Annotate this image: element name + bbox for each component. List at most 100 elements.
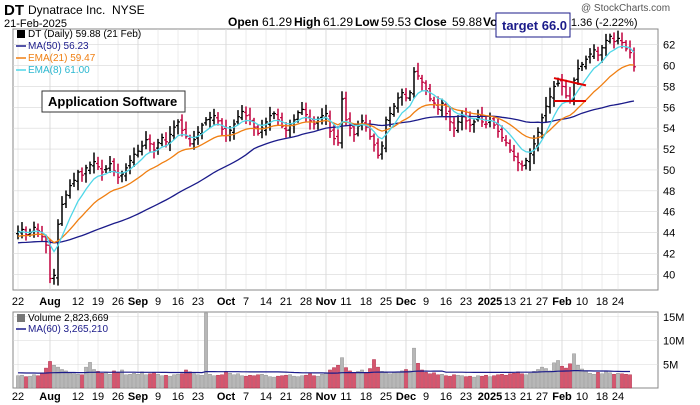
close-label: Close — [414, 15, 447, 29]
trendlines — [553, 77, 587, 103]
volume-bar — [108, 374, 112, 389]
x-tick-label: 19 — [92, 391, 104, 403]
volume-bar — [348, 370, 352, 389]
volume-bar — [536, 369, 540, 389]
stockcharts-credit: @ StockCharts.com — [581, 3, 670, 14]
volume-bar — [376, 366, 380, 389]
volume-bar — [64, 370, 68, 389]
volume-bar — [592, 374, 596, 389]
ema8-line — [17, 45, 635, 253]
volume-bar — [360, 369, 364, 389]
x-tick-label: Nov — [316, 391, 338, 403]
volume-bar — [560, 365, 564, 389]
x-tick-label: 21 — [520, 296, 532, 308]
volume-bar — [624, 374, 628, 389]
x-tick-label: 21 — [280, 296, 292, 308]
x-tick-label: 18 — [596, 391, 608, 403]
x-tick-label: 23 — [192, 296, 204, 308]
volume-bar — [568, 363, 572, 389]
volume-bar — [212, 375, 216, 389]
volume-bar — [188, 371, 192, 389]
volume-bar — [60, 369, 64, 389]
volume-bar — [296, 376, 300, 389]
volume-bar — [604, 371, 608, 389]
volume-bar — [28, 375, 32, 389]
volume-bar — [516, 371, 520, 389]
volume-bar — [140, 371, 144, 389]
x-tick-label: 23 — [460, 296, 472, 308]
volume-bar — [396, 372, 400, 389]
volume-bar — [96, 371, 100, 389]
volume-bar — [364, 372, 368, 389]
volume-bar — [20, 374, 24, 389]
x-tick-label: Dec — [396, 391, 416, 403]
x-tick-label: Sep — [128, 391, 148, 403]
volume-bars — [16, 312, 632, 389]
volume-bar — [432, 372, 436, 389]
volume-bar — [116, 372, 120, 389]
volume-bar — [328, 369, 332, 389]
price-tick-label: 44 — [663, 228, 675, 240]
legend-ema21: EMA(21) 59.47 — [28, 53, 96, 64]
volume-bar — [144, 374, 148, 389]
volume-bar — [224, 371, 228, 389]
volume-bar — [508, 373, 512, 389]
price-tick-label: 60 — [663, 61, 675, 73]
x-tick-label: 18 — [596, 296, 608, 308]
volume-bar — [120, 369, 124, 389]
x-tick-label: Sep — [128, 296, 148, 308]
volume-bar — [484, 374, 488, 389]
volume-bar — [532, 371, 536, 389]
x-tick-label: 16 — [440, 391, 452, 403]
volume-bar — [48, 361, 52, 389]
volume-ma60-line — [17, 370, 630, 374]
x-tick-label: 12 — [72, 391, 84, 403]
volume-bar — [136, 374, 140, 389]
volume-bar — [40, 373, 44, 389]
volume-bar — [372, 359, 376, 389]
volume-bar — [148, 373, 152, 389]
price-tick-label: 40 — [663, 269, 675, 281]
x-tick-label: 12 — [72, 296, 84, 308]
x-tick-label: Aug — [39, 391, 60, 403]
volume-label: Vo — [483, 15, 497, 29]
volume-bar — [292, 375, 296, 389]
volume-bar — [208, 374, 212, 389]
legend-swatch-price — [17, 30, 25, 38]
volume-bar — [204, 312, 208, 389]
open-label: Open — [228, 15, 259, 29]
price-tick-label: 46 — [663, 207, 675, 219]
x-tick-label: 14 — [260, 296, 272, 308]
volume-bar — [408, 370, 412, 389]
x-tick-label: 16 — [172, 296, 184, 308]
volume-bar — [176, 374, 180, 389]
x-tick-label: Feb — [552, 391, 572, 403]
volume-bar — [24, 376, 28, 389]
x-tick-label: 14 — [260, 391, 272, 403]
x-tick-label: 28 — [300, 296, 312, 308]
volume-bar — [228, 373, 232, 389]
sector-box — [41, 90, 186, 113]
volume-bar — [124, 374, 128, 389]
volume-bar — [452, 374, 456, 389]
x-tick-label: 21 — [280, 391, 292, 403]
low-label: Low — [355, 15, 380, 29]
volume-bar — [300, 375, 304, 389]
volume-bar — [316, 375, 320, 389]
sector-annotation: Application Software — [41, 90, 186, 113]
volume-bar — [580, 368, 584, 389]
company-name: Dynatrace Inc. — [28, 3, 105, 17]
volume-bar — [152, 372, 156, 389]
volume-bar — [280, 375, 284, 389]
x-tick-label: 7 — [243, 296, 249, 308]
volume-bar — [16, 375, 20, 389]
x-tick-label: 9 — [155, 296, 161, 308]
x-tick-label: 25 — [380, 296, 392, 308]
x-tick-label: 28 — [300, 391, 312, 403]
volume-bar — [456, 374, 460, 389]
volume-bar — [608, 372, 612, 389]
volume-bar — [388, 373, 392, 389]
volume-bar — [336, 365, 340, 389]
volume-bar — [272, 376, 276, 389]
volume-tick-label: 15M — [663, 312, 684, 324]
